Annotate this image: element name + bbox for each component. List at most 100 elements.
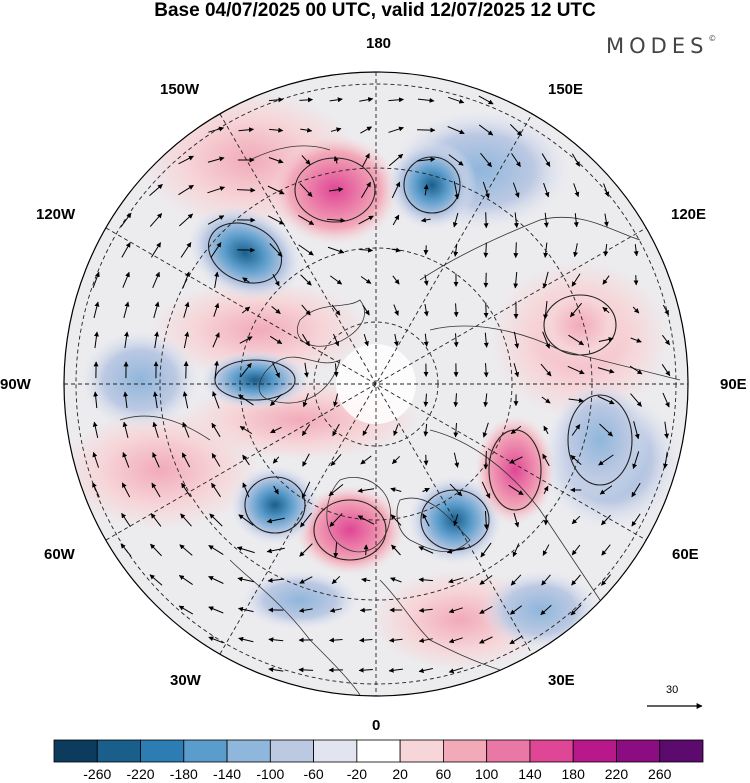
wind-vector xyxy=(542,544,550,556)
wind-vector xyxy=(571,153,581,167)
wind-vector xyxy=(208,545,224,555)
wind-vector xyxy=(483,450,489,470)
wind-vector xyxy=(272,456,280,464)
wind-vector xyxy=(662,451,668,469)
wind-vector xyxy=(272,273,280,287)
wind-vector xyxy=(543,300,548,320)
wind-vector xyxy=(480,152,492,168)
wind-vector xyxy=(149,574,163,586)
anomaly-low-central-siberia xyxy=(550,380,650,500)
wind-vector xyxy=(183,331,190,349)
colorbar-tick-label: -20 xyxy=(346,766,367,782)
wind-vector xyxy=(571,574,581,586)
wind-vector xyxy=(363,544,369,556)
wind-vector xyxy=(268,667,284,673)
colorbar-swatch xyxy=(399,739,444,763)
wind-vector xyxy=(420,217,431,223)
wind-vector xyxy=(242,482,250,498)
wind-vector xyxy=(267,185,285,195)
wind-vector xyxy=(121,242,131,258)
wind-vector xyxy=(211,422,221,438)
wind-vector xyxy=(211,453,221,467)
wind-vector xyxy=(453,514,459,527)
wind-vector xyxy=(568,334,584,346)
wind-vector xyxy=(512,543,520,558)
wind-vector xyxy=(180,242,192,258)
colorbar-tick-label: 60 xyxy=(435,766,452,782)
wind-vector xyxy=(541,153,551,167)
wind-vector xyxy=(542,271,549,289)
lon-label-120w: 120W xyxy=(36,206,76,223)
wind-vector xyxy=(237,576,255,583)
wind-vector xyxy=(422,513,430,527)
wind-vector xyxy=(152,271,160,289)
wind-vector xyxy=(268,97,284,103)
wind-vector xyxy=(124,331,129,349)
wind-vector xyxy=(298,667,314,673)
wind-vector xyxy=(513,363,520,378)
wind-vector xyxy=(93,301,100,319)
wind-vector xyxy=(601,514,611,526)
wind-vector xyxy=(328,187,344,193)
wind-vector xyxy=(448,607,463,614)
wind-vector xyxy=(360,455,372,465)
colorbar-swatch xyxy=(140,739,185,763)
wind-vector xyxy=(207,186,226,194)
wind-vector xyxy=(453,452,460,468)
wind-vector xyxy=(330,127,342,133)
wind-vector xyxy=(152,452,160,468)
wind-vector xyxy=(328,637,343,643)
wind-vector xyxy=(479,606,493,614)
wind-vector xyxy=(241,306,251,314)
wind-vector xyxy=(181,482,191,498)
wind-vector xyxy=(393,333,399,347)
wind-vector xyxy=(360,276,372,284)
colorbar-swatch xyxy=(226,739,271,763)
wind-vector xyxy=(333,333,340,347)
wind-vector xyxy=(361,577,371,583)
wind-vector xyxy=(120,543,132,557)
wind-vector xyxy=(362,424,370,436)
colorbar-swatch xyxy=(183,739,228,763)
wind-vector xyxy=(178,184,194,196)
wind-vector xyxy=(513,331,520,349)
wind-vector xyxy=(273,485,279,495)
wind-vector xyxy=(453,303,459,318)
wind-vector xyxy=(300,127,313,133)
wind-vector xyxy=(152,421,159,438)
colorbar-tick-label: -220 xyxy=(126,766,155,782)
wind-vector xyxy=(329,607,342,613)
wind-vector xyxy=(483,393,489,408)
lon-label-90e: 90E xyxy=(720,376,747,393)
wind-vector xyxy=(214,271,220,288)
wind-vector xyxy=(569,302,583,318)
colorbar-swatch xyxy=(572,739,617,763)
wind-vector xyxy=(543,515,549,526)
wind-vector xyxy=(597,367,615,374)
colorbar-swatch xyxy=(659,739,704,763)
wind-vector xyxy=(542,453,550,467)
wind-vector xyxy=(360,126,373,134)
lon-label-60e: 60E xyxy=(672,546,699,563)
wind-vector xyxy=(388,153,404,167)
wind-vector xyxy=(297,215,315,225)
wind-vector xyxy=(267,215,285,225)
wind-vector xyxy=(178,605,194,615)
wind-vector xyxy=(479,575,493,585)
wind-vector xyxy=(331,304,341,316)
wind-vector xyxy=(542,331,551,349)
wind-vector xyxy=(631,513,641,527)
wind-vector xyxy=(388,97,405,103)
wind-vector xyxy=(150,242,162,258)
wind-vector xyxy=(236,546,255,554)
wind-vector xyxy=(122,421,129,438)
wind-vector xyxy=(512,182,520,198)
wind-vector xyxy=(603,243,609,257)
wind-vector xyxy=(392,275,400,285)
wind-vector xyxy=(391,181,401,199)
wind-vector xyxy=(300,274,312,286)
colorbar-tick-label: -260 xyxy=(83,766,112,782)
wind-vector xyxy=(333,363,339,378)
wind-vector xyxy=(302,453,310,467)
